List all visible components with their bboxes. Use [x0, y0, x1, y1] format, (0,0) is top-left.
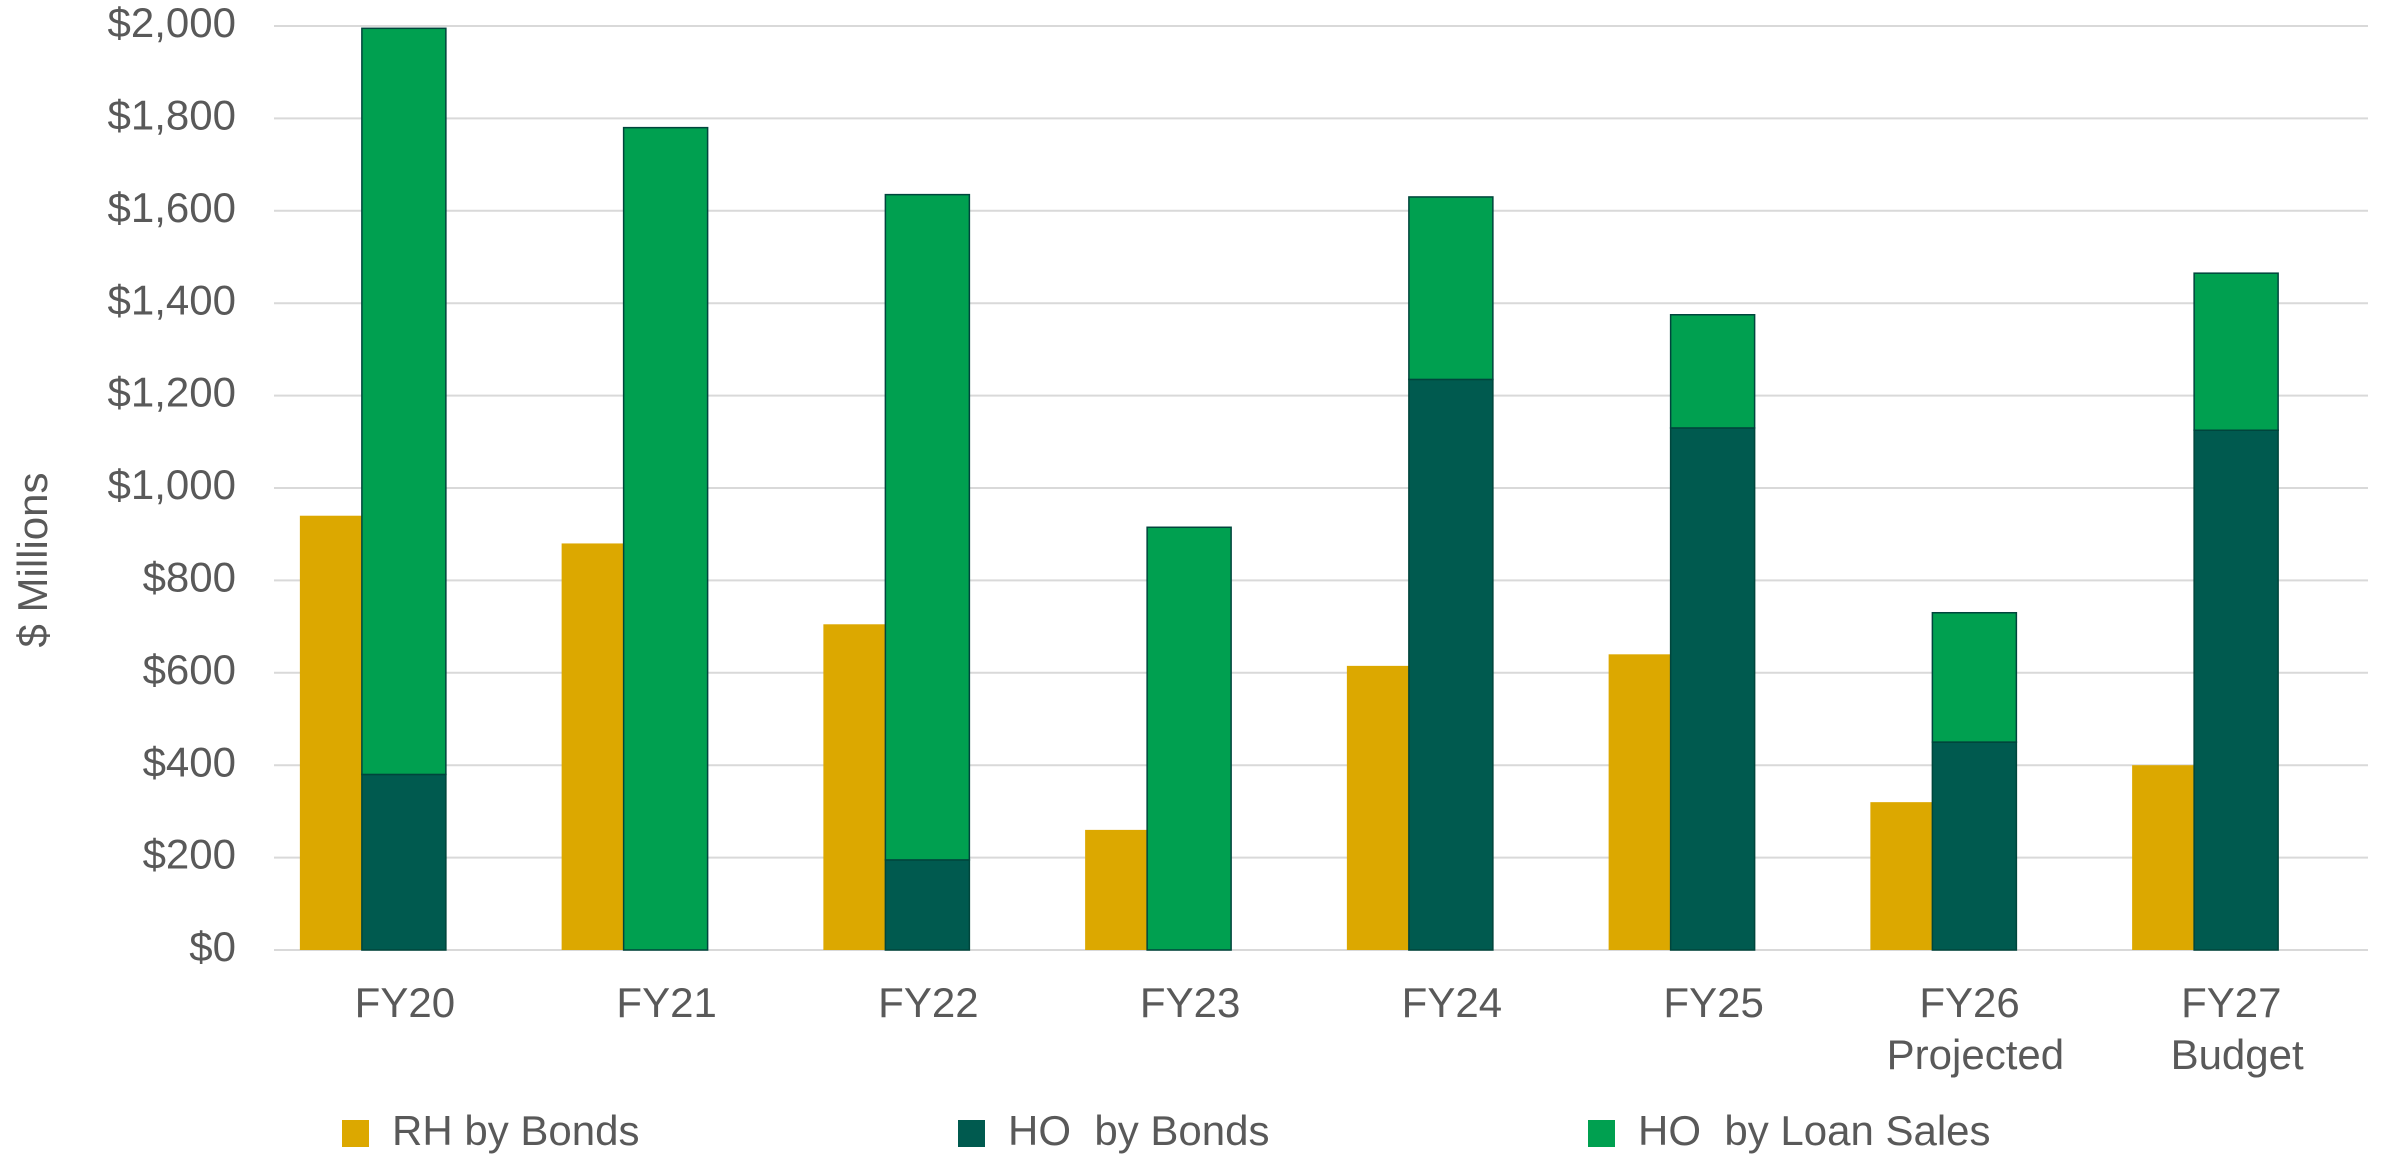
bar-segment: [1408, 378, 1494, 951]
x-tick-label-line: FY26: [1919, 979, 2031, 1026]
y-tick-label: $1,800: [108, 91, 236, 138]
bar-segment: [1408, 196, 1494, 381]
bar: [823, 624, 886, 950]
y-tick-label: $400: [143, 738, 236, 785]
bar-segment: [2193, 272, 2279, 432]
bar: [1085, 829, 1148, 950]
bar-segment: [361, 773, 447, 951]
bar-segment: [884, 193, 971, 861]
x-tick-label: FY20: [355, 979, 455, 1026]
y-tick-label: $2,000: [108, 0, 236, 46]
y-tick-label: $600: [143, 646, 236, 693]
bar: [1608, 654, 1671, 950]
legend-label: HO by Loan Sales: [1638, 1107, 1991, 1154]
bar-segment: [1669, 314, 1756, 429]
bar: [1870, 802, 1933, 950]
bar-segment: [1931, 741, 2018, 951]
x-tick-label-line: FY27: [2181, 979, 2293, 1026]
x-tick-label: FY25: [1663, 979, 1763, 1026]
legend-swatch: [958, 1120, 985, 1147]
y-tick-label: $1,400: [108, 276, 236, 323]
legend-swatch: [1588, 1120, 1615, 1147]
bar-segment: [1669, 427, 1756, 951]
bar: [561, 543, 624, 950]
bar-segment: [1146, 526, 1232, 951]
y-tick-label: $800: [143, 553, 236, 600]
bar-segment: [361, 27, 447, 776]
y-tick-label: $1,200: [108, 369, 236, 416]
x-tick-label: FY21: [616, 979, 716, 1026]
x-tick-label-line: Projected: [1887, 1031, 2064, 1078]
bar: [1346, 665, 1409, 950]
y-tick-label: $200: [143, 831, 236, 878]
x-tick-label: FY22: [878, 979, 978, 1026]
bar: [2132, 765, 2195, 950]
bar-segment: [2193, 429, 2279, 951]
legend-swatch: [342, 1120, 369, 1147]
y-tick-label: $0: [189, 923, 236, 970]
y-axis-title: $ Millions: [9, 472, 56, 647]
legend-label: RH by Bonds: [392, 1107, 639, 1154]
bar-segment: [622, 126, 709, 951]
bar: [299, 515, 362, 950]
y-tick-label: $1,000: [108, 461, 236, 508]
x-tick-label: FY26 Projected: [1887, 979, 2064, 1078]
y-tick-label: $1,600: [108, 184, 236, 231]
x-tick-label-line: Budget: [2171, 1031, 2304, 1078]
x-tick-label: FY24: [1402, 979, 1502, 1026]
legend-label: HO by Bonds: [1008, 1107, 1269, 1154]
bar-segment: [884, 859, 971, 951]
x-tick-label: FY23: [1140, 979, 1240, 1026]
bar-segment: [1931, 611, 2018, 743]
x-tick-label: FY27 Budget: [2171, 979, 2304, 1078]
